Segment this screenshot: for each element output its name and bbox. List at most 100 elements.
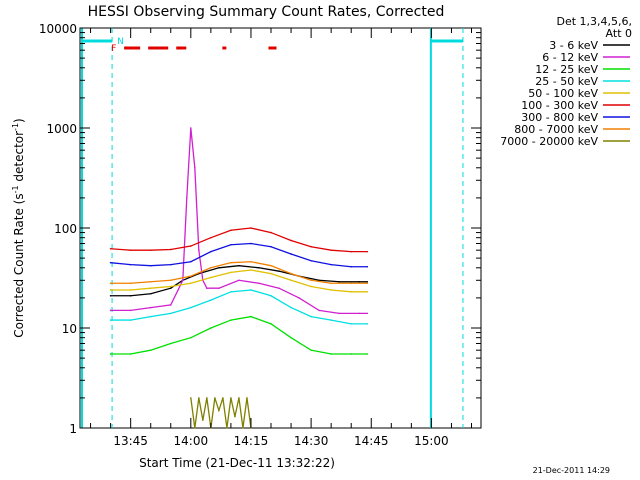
series-point bbox=[198, 249, 200, 251]
series-point bbox=[366, 265, 369, 268]
series-point bbox=[250, 260, 252, 263]
series-point bbox=[218, 287, 220, 290]
series-point bbox=[129, 294, 132, 297]
series-point bbox=[238, 397, 240, 399]
series-line-5 bbox=[110, 269, 368, 293]
series-line-6 bbox=[110, 227, 368, 253]
series-point bbox=[218, 266, 220, 269]
series-point bbox=[358, 280, 361, 283]
series-point bbox=[234, 415, 236, 418]
legend-header-line-2: Att 0 bbox=[606, 27, 632, 40]
y-axis-label-part-2: detector bbox=[12, 131, 26, 186]
y-tick-label: 1 bbox=[69, 422, 77, 436]
series-point bbox=[109, 247, 112, 250]
series-point bbox=[278, 270, 280, 272]
series-point bbox=[330, 319, 332, 321]
series-point bbox=[366, 312, 369, 315]
series-point bbox=[258, 282, 260, 285]
series-point bbox=[109, 353, 112, 355]
series-point bbox=[210, 236, 212, 239]
series-point bbox=[330, 282, 332, 285]
night-label: N bbox=[117, 37, 124, 47]
y-tick-label: 10000 bbox=[39, 22, 77, 36]
series-point bbox=[190, 397, 192, 399]
series-point bbox=[149, 264, 152, 267]
series-point bbox=[250, 315, 252, 318]
series-point bbox=[230, 271, 232, 274]
y-tick-label: 1000 bbox=[46, 122, 77, 136]
chart-title: HESSI Observing Summary Count Rates, Cor… bbox=[88, 4, 445, 20]
series-point bbox=[290, 253, 292, 255]
series-line-9 bbox=[190, 397, 252, 429]
y-axis-label-part-3: ) bbox=[12, 118, 26, 123]
series-point bbox=[230, 261, 232, 264]
series-point bbox=[109, 261, 112, 264]
series-point bbox=[109, 319, 112, 321]
series-point bbox=[246, 397, 248, 399]
series-point bbox=[350, 250, 353, 253]
series-point bbox=[194, 427, 196, 429]
legend-entry-label: 6 - 12 keV bbox=[542, 51, 598, 64]
series-point bbox=[310, 315, 312, 318]
series-point bbox=[270, 323, 272, 325]
series-point bbox=[350, 282, 353, 285]
series-point bbox=[350, 353, 353, 355]
series-point bbox=[242, 427, 244, 429]
series-point bbox=[198, 397, 200, 399]
legend-entry-label: 800 - 7000 keV bbox=[514, 123, 598, 136]
series-point bbox=[210, 250, 212, 253]
legend-entry-label: 25 - 50 keV bbox=[535, 75, 598, 88]
series-point bbox=[366, 291, 369, 293]
series-point bbox=[250, 242, 252, 245]
series-point bbox=[202, 419, 204, 421]
series-point bbox=[270, 264, 272, 267]
series-point bbox=[290, 239, 292, 242]
series-point bbox=[330, 249, 332, 251]
series-point bbox=[270, 245, 272, 248]
series-point bbox=[330, 289, 332, 291]
series-point bbox=[258, 266, 260, 269]
series-point bbox=[350, 323, 353, 325]
flare-flag-label: F bbox=[111, 44, 116, 54]
series-point bbox=[330, 263, 332, 266]
legend-entry-label: 12 - 25 keV bbox=[535, 63, 598, 76]
series-layer bbox=[109, 127, 369, 429]
series-line-4 bbox=[110, 289, 368, 325]
x-axis-label: Start Time (21-Dec-11 13:32:22) bbox=[139, 456, 335, 470]
series-point bbox=[190, 336, 192, 339]
plot-frame bbox=[79, 27, 482, 429]
legend-entry-label: 7000 - 20000 keV bbox=[500, 135, 598, 148]
y-axis-label: Corrected Count Rate (s-1 detector-1) bbox=[11, 118, 26, 337]
series-line-8 bbox=[110, 261, 368, 284]
series-point bbox=[218, 409, 220, 412]
series-point bbox=[109, 309, 112, 312]
series-point bbox=[310, 245, 312, 248]
series-point bbox=[290, 272, 292, 275]
series-point bbox=[230, 319, 232, 321]
series-point bbox=[278, 287, 280, 290]
series-point bbox=[169, 263, 172, 266]
series-point bbox=[169, 279, 172, 282]
y-axis-label-sup-1: -1 bbox=[11, 185, 20, 193]
x-tick-label: 14:45 bbox=[354, 434, 389, 448]
series-line-7 bbox=[110, 242, 368, 268]
y-axis: 1 10 100 1000 10000 bbox=[39, 22, 481, 436]
observing-markers: NF bbox=[81, 28, 464, 428]
series-point bbox=[169, 248, 172, 251]
series-point bbox=[129, 309, 132, 312]
series-point bbox=[366, 250, 369, 253]
series-point bbox=[109, 289, 112, 291]
series-point bbox=[366, 323, 369, 325]
series-point bbox=[250, 269, 252, 271]
legend-entry-label: 50 - 100 keV bbox=[528, 87, 598, 100]
series-point bbox=[169, 287, 172, 290]
series-point bbox=[149, 292, 152, 295]
series-line-2 bbox=[110, 127, 368, 315]
x-tick-label: 14:30 bbox=[294, 434, 329, 448]
series-point bbox=[129, 249, 132, 251]
series-point bbox=[109, 282, 112, 285]
series-point bbox=[350, 291, 353, 293]
y-axis-label-part-1: Corrected Count Rate (s bbox=[12, 193, 26, 337]
